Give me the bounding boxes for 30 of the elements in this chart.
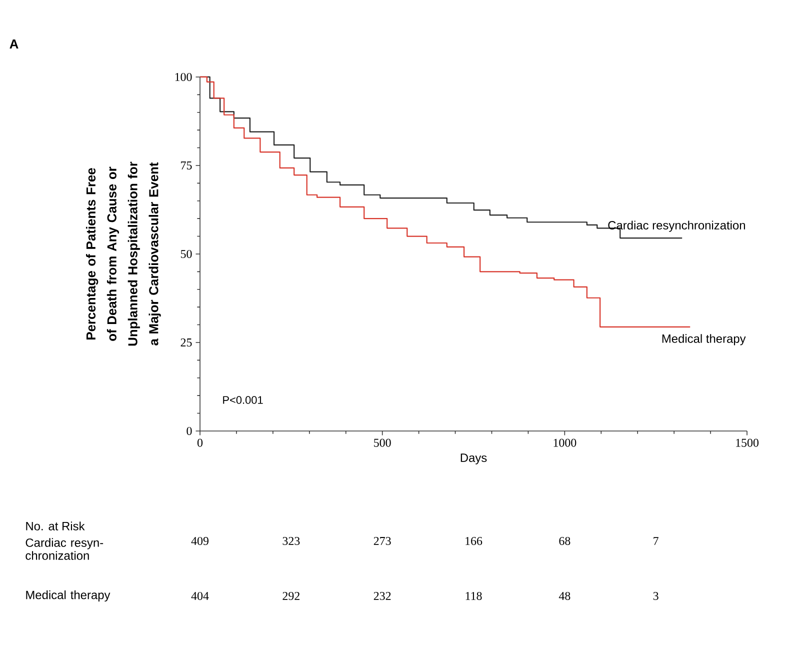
- y-axis-title: Percentage of Patients Free of Death from Any Cause or Unplanned Hospitalization for a Major Cardiovascular Event: [86, 162, 161, 346]
- x-tick-label: 0: [197, 438, 203, 447]
- text: 323: [282, 536, 300, 545]
- text: A: [10, 40, 18, 48]
- text: 292: [282, 592, 300, 600]
- text: 48: [558, 592, 570, 600]
- series-label: Cardiac resynchronization: [608, 220, 746, 232]
- y-tick-label: 25: [180, 338, 192, 346]
- text: No. at Risk: [26, 522, 85, 530]
- x-tick-label: 500: [374, 438, 391, 447]
- text: 404: [191, 592, 209, 600]
- text: 118: [466, 592, 482, 600]
- text: Cardiac resyn-chronization: [26, 538, 104, 560]
- text: 3: [653, 592, 658, 600]
- text: 68: [559, 536, 570, 546]
- x-tick-label: 1000: [554, 438, 576, 447]
- y-tick-label: 100: [175, 72, 192, 82]
- x-tick-label: 1500: [736, 438, 758, 447]
- y-tick-label: 0: [186, 426, 192, 436]
- text: 7: [654, 537, 658, 545]
- x-axis-title: Days: [460, 454, 487, 464]
- text: 166: [466, 536, 482, 545]
- text: 273: [374, 536, 391, 545]
- text: 232: [374, 592, 391, 600]
- text: 409: [191, 536, 208, 546]
- y-tick-label: 75: [181, 162, 192, 170]
- y-tick-label: 50: [180, 250, 192, 258]
- annotation: P<0.001: [223, 396, 263, 404]
- series-label: Medical therapy: [662, 334, 746, 346]
- text: Medical therapy: [26, 590, 110, 602]
